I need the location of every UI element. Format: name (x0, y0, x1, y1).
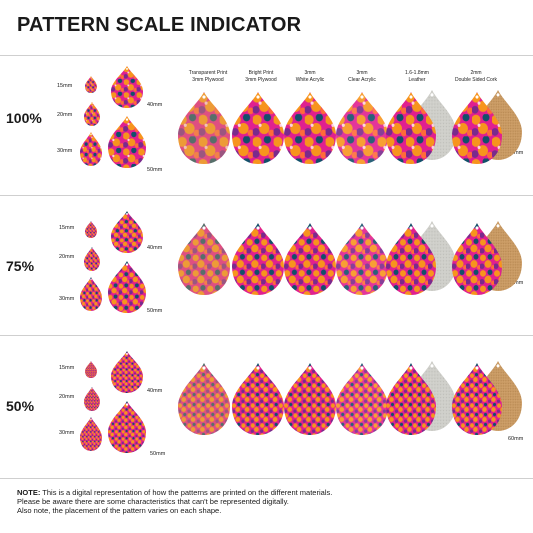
size-label: 40mm (147, 102, 163, 108)
size-50mm-swatch (108, 401, 146, 453)
cork-front-swatch (452, 223, 502, 295)
size-label: 60mm (508, 150, 524, 156)
divider (0, 195, 533, 196)
size-15mm-swatch (85, 221, 97, 238)
note-line2: Please be aware there are some character… (17, 497, 289, 506)
transparent-plywood-swatch (178, 363, 230, 435)
size-label: 20mm (57, 112, 73, 118)
size-40mm-swatch (111, 66, 143, 108)
size-label: 15mm (57, 83, 73, 89)
leather-front-swatch (386, 92, 436, 164)
size-label: 40mm (147, 388, 163, 394)
size-20mm-swatch (84, 387, 100, 411)
divider (0, 478, 533, 479)
transparent-plywood-swatch (178, 92, 230, 164)
size-label: 50mm (150, 451, 166, 457)
scale-label: 50% (6, 398, 35, 414)
size-label: 60mm (508, 280, 524, 286)
size-30mm-swatch (80, 277, 102, 311)
material-label: 3mm Clear Acrylic (348, 70, 376, 83)
size-label: 60mm (508, 436, 524, 442)
size-40mm-swatch (111, 351, 143, 393)
size-label: 20mm (59, 394, 75, 400)
bright-plywood-swatch (232, 223, 284, 295)
size-15mm-swatch (85, 76, 97, 93)
divider (0, 335, 533, 336)
bright-plywood-swatch (232, 363, 284, 435)
leather-front-swatch (386, 363, 436, 435)
size-label: 15mm (59, 365, 75, 371)
white-acrylic-swatch (284, 363, 336, 435)
scale-label: 75% (6, 258, 35, 274)
size-50mm-swatch (108, 261, 146, 313)
cork-back-swatch (474, 221, 522, 291)
scale-label: 100% (6, 110, 42, 126)
size-20mm-swatch (84, 102, 100, 126)
size-label: 30mm (59, 296, 75, 302)
cork-front-swatch (452, 92, 502, 164)
leather-back-swatch (408, 90, 456, 160)
white-acrylic-swatch (284, 223, 336, 295)
material-label: 1.6-1.8mm Leather (405, 70, 429, 83)
size-label: 30mm (57, 148, 73, 154)
material-label: Transparent Print 3mm Plywood (188, 70, 228, 83)
divider (0, 55, 533, 56)
cork-back-swatch (474, 361, 522, 431)
size-label: 50mm (147, 308, 163, 314)
cork-back-swatch (474, 90, 522, 160)
size-label: 15mm (59, 225, 75, 231)
clear-acrylic-swatch (336, 92, 388, 164)
size-label: 40mm (147, 245, 163, 251)
size-50mm-swatch (108, 116, 146, 168)
material-label: 2mm Double Sided Cork (455, 70, 497, 83)
note: NOTE: This is a digital representation o… (17, 488, 517, 515)
note-line3: Also note, the placement of the pattern … (17, 506, 222, 515)
leather-back-swatch (408, 361, 456, 431)
size-label: 20mm (59, 254, 75, 260)
clear-acrylic-swatch (336, 363, 388, 435)
clear-acrylic-swatch (336, 223, 388, 295)
material-label: Bright Print 3mm Plywood (245, 70, 277, 83)
transparent-plywood-swatch (178, 223, 230, 295)
white-acrylic-swatch (284, 92, 336, 164)
note-label: NOTE: (17, 488, 41, 497)
size-15mm-swatch (85, 361, 97, 378)
bright-plywood-swatch (232, 92, 284, 164)
material-label: 3mm White Acrylic (295, 70, 325, 83)
size-20mm-swatch (84, 247, 100, 271)
size-30mm-swatch (80, 417, 102, 451)
leather-back-swatch (408, 221, 456, 291)
size-label: 50mm (147, 167, 163, 173)
page-title: PATTERN SCALE INDICATOR (17, 14, 302, 36)
size-label: 30mm (59, 430, 75, 436)
cork-front-swatch (452, 363, 502, 435)
size-30mm-swatch (80, 132, 102, 166)
size-40mm-swatch (111, 211, 143, 253)
leather-front-swatch (386, 223, 436, 295)
note-line1: This is a digital representation of how … (40, 488, 333, 497)
